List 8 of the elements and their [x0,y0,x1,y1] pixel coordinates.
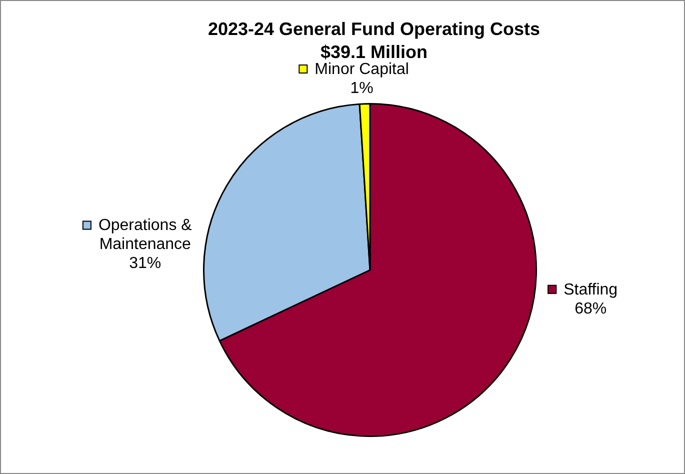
legend-label: Minor Capital [314,60,409,78]
legend-label: Staffing [564,281,618,298]
chart-subtitle: $39.1 Million [320,42,428,62]
chart-title: 2023-24 General Fund Operating Costs [208,18,540,39]
data-label: 1% [350,80,374,97]
data-label: 68% [574,300,607,318]
data-label: 31% [129,255,162,272]
legend-label: Operations & Maintenance [98,217,192,254]
